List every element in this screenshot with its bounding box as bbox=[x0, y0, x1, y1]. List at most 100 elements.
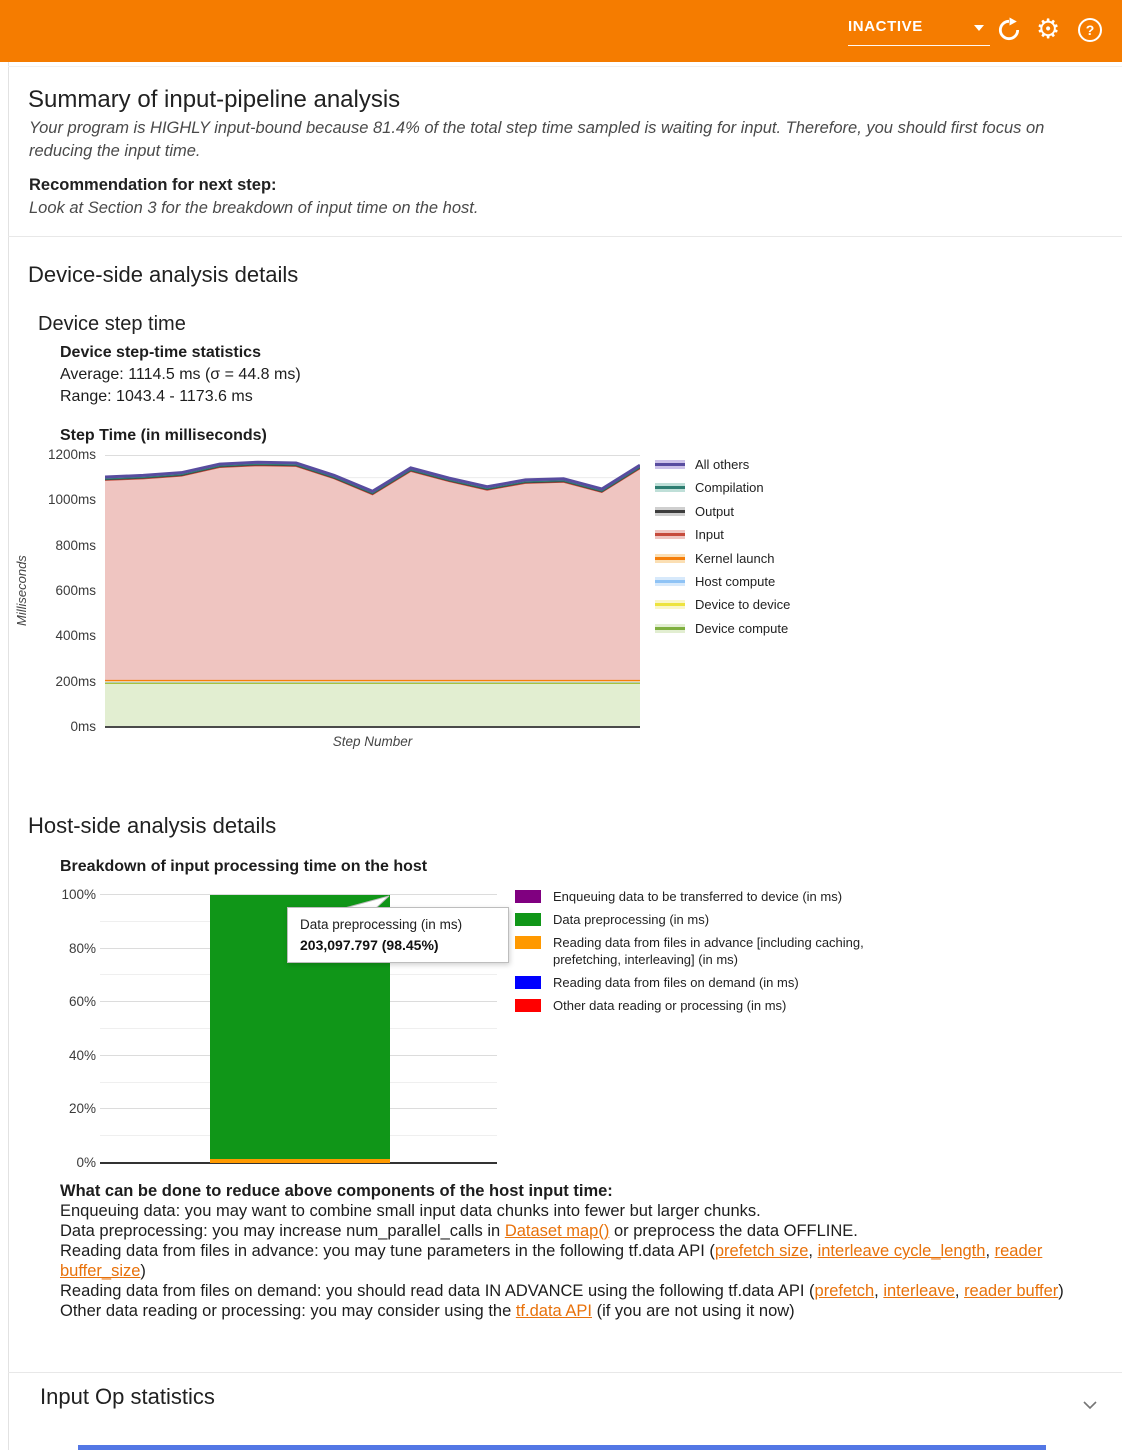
dropdown-caret-icon bbox=[974, 25, 984, 31]
y-tick-label: 20% bbox=[68, 1101, 96, 1117]
doc-link[interactable]: reader buffer_size bbox=[60, 1242, 1043, 1280]
legend-item: Output bbox=[655, 504, 790, 519]
legend-label: Compilation bbox=[695, 480, 764, 496]
y-tick-label: 1200ms bbox=[47, 447, 96, 462]
advice-title: What can be done to reduce above compone… bbox=[60, 1182, 613, 1200]
legend-item: Reading data from files in advance [incl… bbox=[515, 934, 875, 968]
advice-text: , bbox=[808, 1242, 818, 1260]
device-step-time-stats: Device step-time statistics Average: 111… bbox=[60, 342, 301, 408]
legend-swatch bbox=[655, 530, 685, 540]
legend-swatch bbox=[515, 890, 541, 903]
advice-line: Enqueuing data: you may want to combine … bbox=[60, 1201, 1075, 1221]
doc-link[interactable]: reader buffer bbox=[964, 1282, 1059, 1300]
doc-link[interactable]: interleave cycle_length bbox=[817, 1242, 986, 1260]
legend-label: Enqueuing data to be transferred to devi… bbox=[553, 889, 843, 904]
summary-body: Your program is HIGHLY input-bound becau… bbox=[29, 119, 1045, 160]
device-chart-legend: All others Compilation Output Input Kernel l… bbox=[655, 457, 790, 644]
bottom-scrollbar[interactable] bbox=[78, 1445, 1046, 1450]
run-status-label: INACTIVE bbox=[848, 18, 923, 35]
y-tick-label: 0ms bbox=[70, 719, 96, 734]
header-bar: INACTIVE ⚙ ? bbox=[0, 0, 1122, 62]
device-chart-x-axis-label: Step Number bbox=[332, 734, 413, 749]
gridline bbox=[100, 894, 497, 895]
y-tick-label: 600ms bbox=[55, 583, 96, 598]
device-chart-y-axis-label: Milliseconds bbox=[14, 555, 29, 627]
stats-title: Device step-time statistics bbox=[60, 344, 261, 361]
doc-link[interactable]: prefetch bbox=[814, 1282, 875, 1300]
advice-text: Enqueuing data: you may want to combine … bbox=[60, 1202, 761, 1220]
gear-icon[interactable]: ⚙ bbox=[1036, 14, 1061, 44]
doc-link[interactable]: interleave bbox=[883, 1282, 955, 1300]
line-all-others bbox=[105, 460, 640, 493]
advice-text: , bbox=[874, 1282, 884, 1300]
device-side-title: Device-side analysis details bbox=[28, 262, 299, 287]
legend-label: Kernel launch bbox=[695, 550, 775, 566]
stats-average: Average: 1114.5 ms (σ = 44.8 ms) bbox=[60, 366, 301, 383]
advice-text: or preprocess the data OFFLINE. bbox=[609, 1222, 858, 1240]
host-side-title: Host-side analysis details bbox=[28, 813, 277, 838]
legend-item: Enqueuing data to be transferred to devi… bbox=[515, 888, 875, 905]
advice-items: Enqueuing data: you may want to combine … bbox=[60, 1201, 1075, 1321]
y-tick-label: 100% bbox=[61, 887, 96, 902]
device-chart-plot[interactable] bbox=[105, 455, 640, 728]
y-tick-label: 60% bbox=[68, 994, 96, 1010]
legend-swatch bbox=[655, 600, 685, 610]
host-input-breakdown-chart[interactable]: 0% 20% 40% 60% 80% 100% Enqueuing data to be … bbox=[52, 886, 1092, 1186]
legend-item: Device to device bbox=[655, 597, 790, 612]
host-chart-title: Breakdown of input processing time on th… bbox=[60, 858, 428, 875]
host-chart-legend: Enqueuing data to be transferred to devi… bbox=[515, 888, 875, 1020]
legend-swatch bbox=[515, 913, 541, 926]
legend-swatch bbox=[655, 483, 685, 493]
chevron-down-icon[interactable] bbox=[1082, 1397, 1098, 1415]
legend-item: Host compute bbox=[655, 574, 790, 589]
legend-swatch bbox=[515, 999, 541, 1012]
legend-swatch bbox=[655, 460, 685, 469]
device-step-time-chart[interactable]: Milliseconds 0ms 200ms 400ms 600ms 800ms 1000… bbox=[14, 447, 1030, 757]
section-divider bbox=[8, 1372, 1122, 1373]
legend-item: All others bbox=[655, 457, 790, 472]
x-axis-line bbox=[100, 1162, 497, 1164]
legend-swatch bbox=[655, 576, 685, 586]
y-tick-label: 0% bbox=[76, 1155, 96, 1170]
legend-swatch bbox=[655, 623, 685, 633]
section-divider bbox=[8, 236, 1122, 237]
tooltip-label: Data preprocessing (in ms) bbox=[300, 917, 463, 932]
refresh-icon[interactable] bbox=[996, 17, 1022, 48]
advice-text: Data preprocessing: you may increase num… bbox=[60, 1222, 505, 1240]
y-tick-label: 80% bbox=[68, 940, 96, 956]
advice-text: ) bbox=[140, 1262, 146, 1280]
legend-label: All others bbox=[695, 457, 750, 472]
legend-label: Other data reading or processing (in ms) bbox=[553, 998, 787, 1013]
input-op-statistics-title[interactable]: Input Op statistics bbox=[40, 1384, 215, 1409]
legend-item: Input bbox=[655, 527, 790, 542]
bar-segment[interactable] bbox=[210, 1158, 390, 1163]
run-status-dropdown[interactable]: INACTIVE bbox=[848, 16, 990, 46]
legend-label: Data preprocessing (in ms) bbox=[553, 912, 710, 927]
device-chart-title: Step Time (in milliseconds) bbox=[60, 427, 267, 444]
legend-label: Host compute bbox=[695, 573, 776, 589]
legend-label: Reading data from files on demand (in ms… bbox=[553, 975, 799, 990]
y-tick-label: 1000ms bbox=[47, 492, 96, 508]
legend-label: Device to device bbox=[695, 597, 791, 613]
advice-text: Other data reading or processing: you ma… bbox=[60, 1302, 516, 1320]
doc-link[interactable]: tf.data API bbox=[515, 1302, 592, 1320]
legend-item: Other data reading or processing (in ms) bbox=[515, 997, 875, 1014]
legend-item: Reading data from files on demand (in ms… bbox=[515, 974, 875, 991]
section-divider bbox=[8, 66, 1122, 67]
advice-text: Reading data from files on demand: you s… bbox=[60, 1282, 815, 1300]
summary-title: Summary of input-pipeline analysis bbox=[28, 86, 401, 113]
advice-text: , bbox=[985, 1242, 995, 1260]
doc-link[interactable]: Dataset map() bbox=[504, 1222, 610, 1240]
content-left-border bbox=[8, 62, 9, 1450]
legend-swatch bbox=[655, 553, 685, 563]
doc-link[interactable]: prefetch size bbox=[714, 1242, 809, 1260]
legend-item: Device compute bbox=[655, 621, 790, 636]
legend-swatch bbox=[655, 506, 685, 516]
legend-label: Input bbox=[695, 527, 724, 543]
advice-line: Reading data from files on demand: you s… bbox=[60, 1281, 1075, 1301]
y-tick-label: 40% bbox=[68, 1047, 96, 1063]
help-icon[interactable]: ? bbox=[1078, 18, 1102, 42]
bar-tooltip: Data preprocessing (in ms) 203,097.797 (… bbox=[287, 907, 509, 963]
area-device-compute bbox=[105, 683, 640, 727]
